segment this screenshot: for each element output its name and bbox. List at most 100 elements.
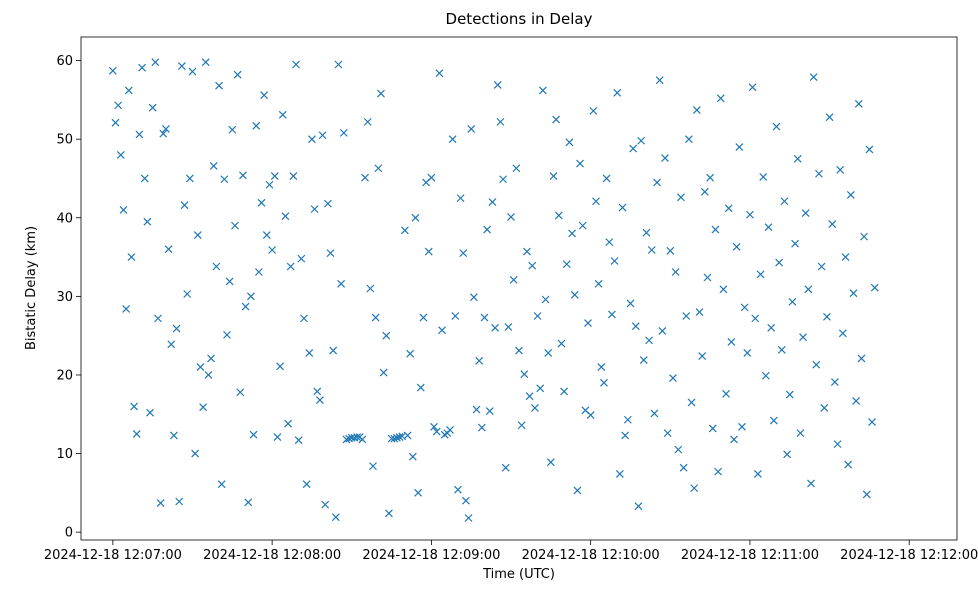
data-point — [727, 338, 736, 346]
data-point — [658, 327, 667, 335]
data-point — [146, 408, 154, 417]
data-point — [570, 290, 579, 299]
data-point — [140, 174, 149, 183]
data-point — [671, 268, 680, 276]
data-point — [315, 396, 324, 405]
data-point — [172, 324, 181, 333]
data-point — [815, 169, 823, 178]
data-point — [746, 210, 754, 219]
data-point — [531, 404, 539, 412]
data-point — [756, 270, 765, 279]
data-point — [828, 220, 837, 228]
data-point — [432, 427, 441, 436]
data-point — [406, 349, 415, 358]
data-point — [515, 346, 523, 355]
data-point — [807, 479, 815, 488]
data-point — [801, 209, 810, 217]
y-tick-label: 60 — [56, 54, 73, 69]
data-point — [488, 198, 497, 206]
data-point — [592, 197, 600, 206]
data-point — [318, 131, 327, 140]
data-point — [647, 246, 656, 254]
data-point — [772, 122, 781, 131]
data-point — [594, 279, 603, 288]
data-point — [321, 500, 330, 509]
data-point — [260, 91, 269, 100]
data-point — [446, 426, 454, 434]
data-point — [469, 293, 478, 302]
data-point — [379, 368, 388, 377]
data-point — [239, 171, 247, 180]
data-point — [796, 429, 805, 438]
data-point — [785, 390, 794, 399]
data-point — [369, 462, 377, 471]
data-point — [751, 314, 760, 323]
data-point — [830, 378, 839, 386]
data-point — [602, 174, 611, 183]
data-point — [108, 66, 117, 75]
data-point — [546, 458, 555, 467]
data-point — [759, 172, 768, 181]
chart-title: Detections in Delay — [446, 10, 593, 28]
data-point — [708, 424, 717, 433]
data-point — [684, 135, 693, 144]
data-point — [589, 106, 598, 115]
data-point — [578, 221, 587, 230]
data-point — [164, 245, 173, 254]
data-point — [586, 411, 595, 419]
data-point — [682, 312, 691, 320]
data-point — [767, 323, 776, 332]
data-point — [565, 138, 574, 147]
data-point — [366, 284, 375, 293]
data-point — [615, 470, 624, 478]
data-point — [385, 509, 393, 518]
data-point — [438, 326, 446, 335]
data-point — [233, 70, 242, 79]
data-point — [326, 249, 335, 258]
data-point — [313, 387, 322, 396]
data-point — [860, 232, 869, 241]
data-point — [199, 403, 208, 412]
data-point — [629, 144, 638, 153]
y-tick-label: 40 — [56, 211, 73, 226]
data-point — [114, 101, 123, 110]
data-point — [262, 231, 271, 239]
data-point — [775, 258, 784, 267]
data-point — [377, 89, 385, 98]
data-point — [302, 480, 311, 489]
data-point — [411, 213, 420, 222]
data-point — [825, 113, 834, 122]
data-point — [852, 396, 861, 405]
data-point — [308, 135, 316, 144]
data-point — [623, 415, 632, 424]
y-tick-label: 30 — [56, 290, 73, 305]
data-point — [849, 289, 858, 298]
data-point — [300, 314, 308, 323]
data-point — [661, 154, 669, 162]
data-point — [111, 118, 120, 127]
data-point — [562, 260, 571, 269]
data-point — [461, 496, 470, 505]
data-point — [414, 488, 423, 497]
data-point — [265, 180, 274, 189]
data-point — [169, 431, 178, 440]
data-point — [215, 81, 223, 90]
data-point — [541, 295, 550, 304]
data-point — [783, 450, 792, 459]
data-point — [517, 421, 526, 430]
data-point — [504, 323, 513, 331]
data-point — [297, 254, 306, 263]
data-point — [740, 303, 749, 312]
data-point — [207, 354, 215, 363]
data-point — [520, 370, 529, 379]
data-point — [268, 246, 277, 254]
data-point — [833, 440, 842, 449]
data-point — [483, 225, 492, 234]
data-point — [188, 67, 197, 76]
data-point — [249, 430, 258, 439]
data-point — [597, 363, 606, 372]
data-point — [576, 159, 584, 168]
x-tick-label: 2024-12-18 12:12:00 — [840, 548, 978, 563]
data-point — [618, 203, 627, 212]
